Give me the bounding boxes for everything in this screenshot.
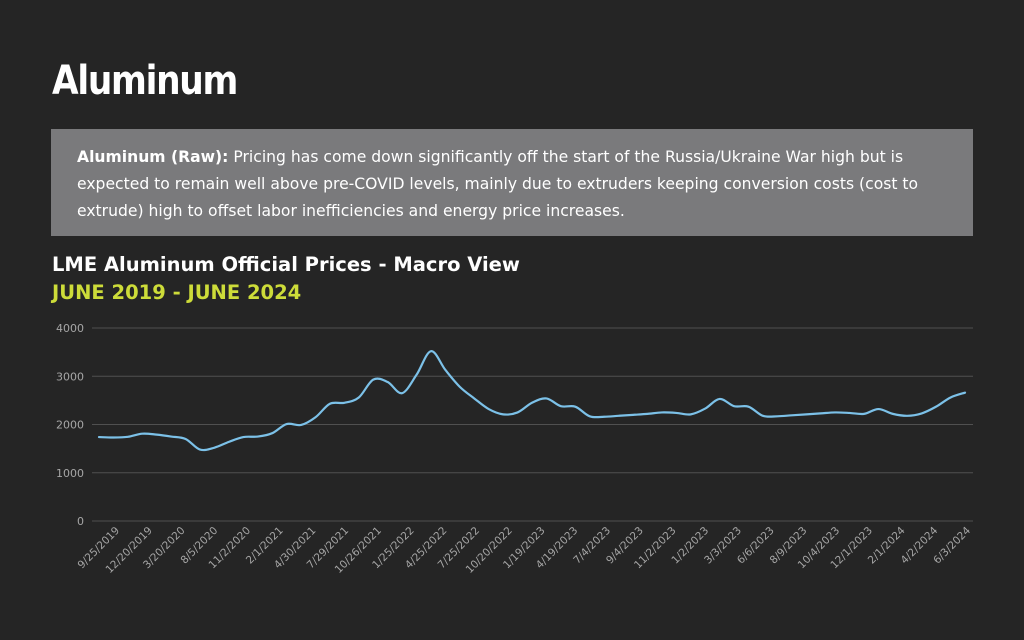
price-series-line (97, 350, 967, 452)
note-box: Aluminum (Raw): Pricing has come down si… (51, 129, 973, 236)
y-tick-label: 0 (77, 515, 84, 528)
page-heading: Aluminum (52, 58, 238, 104)
note-body: Pricing has come down significantly off … (77, 148, 919, 220)
chart-title: LME Aluminum Official Prices - Macro Vie… (52, 253, 520, 276)
chart-subtitle: JUNE 2019 - JUNE 2024 (52, 281, 302, 304)
note-paragraph: Aluminum (Raw): Pricing has come down si… (77, 144, 933, 225)
y-tick-label: 3000 (56, 370, 84, 383)
y-tick-label: 2000 (56, 419, 84, 432)
y-tick-label: 4000 (56, 322, 84, 335)
note-label: Aluminum (Raw): (77, 148, 229, 166)
y-tick-label: 1000 (56, 467, 84, 480)
